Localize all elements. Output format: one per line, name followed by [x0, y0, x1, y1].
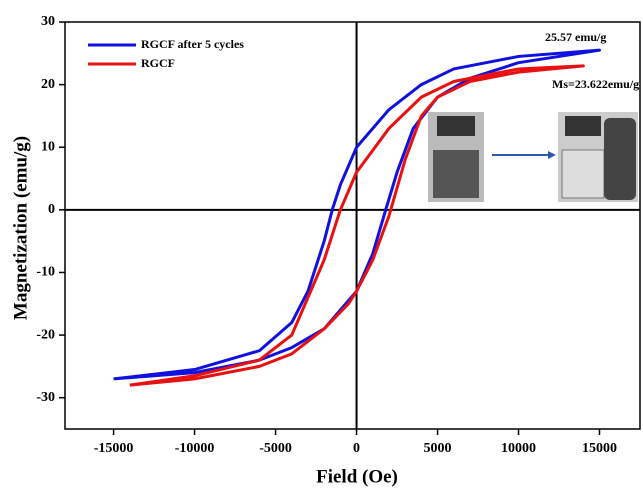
magnet — [604, 118, 636, 200]
legend-label: RGCF — [141, 56, 175, 70]
arrow-head — [548, 151, 556, 159]
x-tick-label: 0 — [353, 441, 360, 456]
y-tick-label: 20 — [41, 77, 55, 92]
x-tick-label: -5000 — [259, 441, 292, 456]
x-tick-label: 10000 — [501, 441, 536, 456]
legend-label: RGCF after 5 cycles — [141, 37, 244, 51]
y-axis-label: Magnetization (emu/g) — [10, 136, 31, 320]
x-axis-label: Field (Oe) — [316, 466, 398, 487]
y-tick-label: 0 — [48, 202, 55, 217]
y-tick-label: -30 — [36, 390, 55, 405]
y-tick-label: -10 — [36, 265, 55, 280]
annotation: 25.57 emu/g — [545, 30, 606, 44]
jar-cap — [437, 116, 475, 136]
x-tick-label: 5000 — [424, 441, 452, 456]
series-line — [129, 64, 585, 387]
annotation: Ms=23.622emu/g — [552, 77, 639, 91]
x-tick-label: -15000 — [94, 441, 134, 456]
y-tick-label: 30 — [41, 14, 55, 29]
x-tick-label: -10000 — [175, 441, 215, 456]
plot-frame — [64, 21, 641, 430]
jar-body — [433, 150, 479, 198]
x-tick-label: 15000 — [582, 441, 617, 456]
y-tick-label: 10 — [41, 139, 55, 154]
jar-cap — [565, 116, 601, 136]
inset-photos — [428, 112, 638, 202]
y-tick-label: -20 — [36, 327, 55, 342]
jar-body — [561, 149, 605, 199]
